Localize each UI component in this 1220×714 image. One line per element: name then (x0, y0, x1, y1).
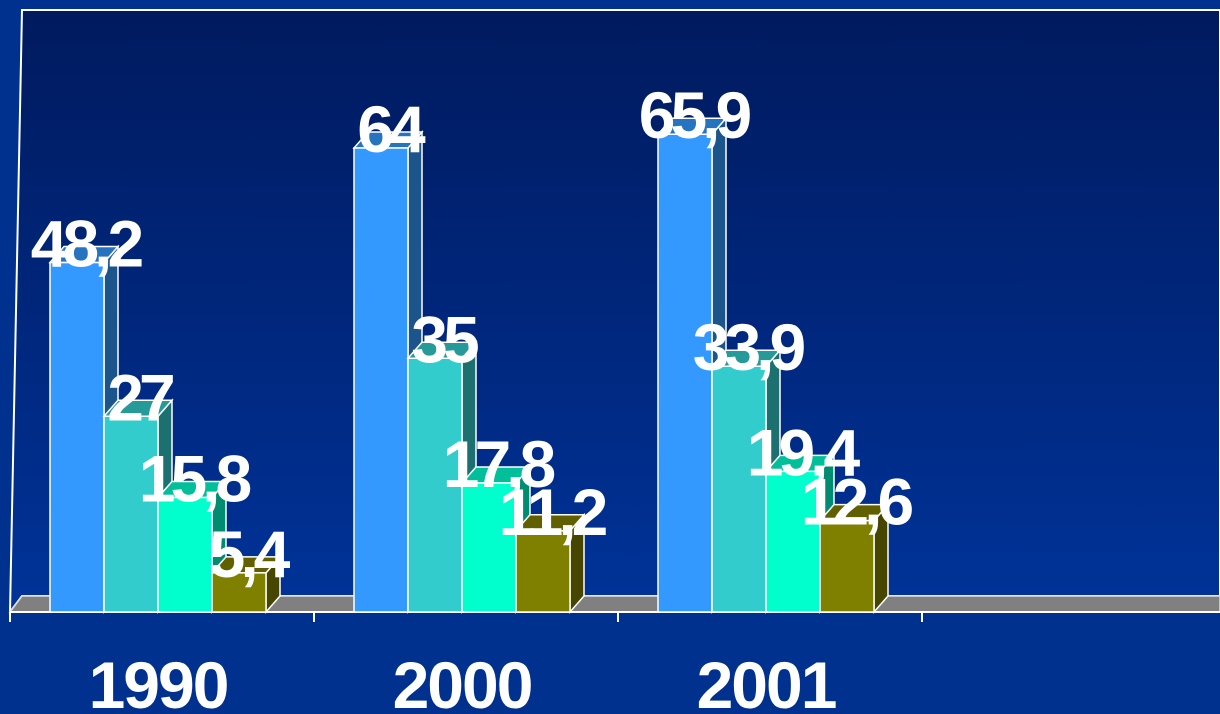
bar (818, 502, 890, 614)
data-label: 19,4 (747, 415, 861, 489)
data-label: 48,2 (31, 207, 143, 281)
data-label: 17,8 (443, 427, 555, 501)
bar-front (211, 572, 267, 613)
bar (102, 398, 174, 614)
bar-front (515, 530, 571, 613)
bars (48, 116, 890, 614)
bar-front (103, 415, 159, 613)
bar (210, 554, 282, 614)
category-labels: 1990 2000 2001 (89, 648, 838, 714)
bar-front (49, 261, 105, 613)
data-label: 15,8 (139, 441, 251, 515)
data-label: 12,6 (801, 465, 913, 539)
bar (514, 512, 586, 614)
bar-front (353, 147, 409, 613)
data-label: 35 (411, 302, 478, 376)
bar-front (157, 496, 213, 613)
bar-front (461, 482, 517, 613)
bar-front (765, 470, 821, 613)
data-label: 5,4 (209, 517, 291, 591)
data-label: 11,2 (499, 475, 607, 549)
bar-front (711, 365, 767, 613)
data-label: 65,9 (639, 78, 751, 152)
bar-front (407, 357, 463, 613)
data-label: 27 (107, 360, 173, 434)
data-label: 64 (357, 92, 426, 166)
x-axis (9, 611, 1220, 622)
category-label: 1990 (89, 648, 228, 714)
category-label: 2001 (697, 648, 836, 714)
category-label: 2000 (393, 648, 532, 714)
bar-front (657, 133, 713, 613)
bar-front (819, 519, 875, 613)
data-label: 33,9 (693, 310, 805, 384)
